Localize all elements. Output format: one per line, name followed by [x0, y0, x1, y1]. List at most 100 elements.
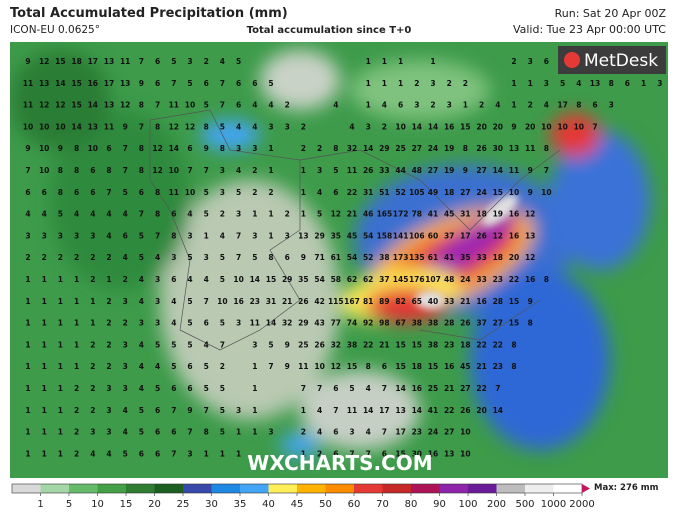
grid-value: 3	[139, 319, 144, 328]
grid-value: 5	[220, 275, 225, 284]
grid-value: 27	[460, 188, 470, 197]
grid-value: 14	[71, 122, 81, 131]
grid-value: 5	[236, 57, 241, 66]
grid-value: 2	[511, 57, 516, 66]
colorbar-segment	[553, 484, 583, 493]
grid-value: 1	[58, 406, 63, 415]
grid-value: 8	[366, 362, 371, 371]
grid-value: 45	[444, 210, 454, 219]
grid-value: 4	[155, 253, 160, 262]
grid-value: 7	[171, 79, 176, 88]
grid-value: 107	[425, 275, 441, 284]
grid-value: 9	[187, 406, 192, 415]
grid-value: 17	[395, 428, 405, 437]
grid-value: 2	[220, 210, 225, 219]
grid-value: 1	[382, 79, 387, 88]
grid-value: 6	[42, 188, 47, 197]
grid-value: 11	[169, 101, 179, 110]
grid-value: 8	[139, 144, 144, 153]
grid-value: 5	[123, 188, 128, 197]
grid-value: 27	[476, 166, 486, 175]
grid-value: 33	[476, 275, 486, 284]
grid-value: 4	[495, 101, 500, 110]
grid-value: 3	[90, 231, 95, 240]
grid-value: 14	[412, 406, 422, 415]
grid-value: 3	[106, 406, 111, 415]
grid-value: 1	[58, 340, 63, 349]
grid-value: 1	[528, 79, 533, 88]
grid-value: 4	[333, 101, 338, 110]
grid-value: 141	[393, 231, 409, 240]
coastline	[149, 109, 301, 351]
grid-value: 1	[25, 275, 30, 284]
grid-value: 158	[377, 231, 393, 240]
grid-value: 2	[74, 253, 79, 262]
grid-value: 135	[409, 253, 425, 262]
colorbar-segment	[97, 484, 127, 493]
grid-value: 2	[123, 275, 128, 284]
grid-value: 4	[90, 449, 95, 458]
grid-value: 13	[104, 101, 114, 110]
colorbar-segment	[69, 484, 98, 493]
logo-icon	[564, 52, 580, 68]
grid-value: 1	[252, 362, 257, 371]
grid-value: 26	[314, 340, 324, 349]
grid-value: 58	[331, 275, 341, 284]
grid-value: 54	[314, 275, 324, 284]
grid-value: 14	[169, 144, 179, 153]
colorbar-label: 15	[120, 499, 133, 510]
grid-value: 18	[476, 210, 486, 219]
grid-value: 4	[123, 428, 128, 437]
grid-value: 45	[347, 231, 357, 240]
grid-value: 19	[493, 210, 503, 219]
grid-value: 1	[90, 319, 95, 328]
grid-value: 3	[123, 340, 128, 349]
grid-value: 11	[104, 122, 114, 131]
grid-value: 2	[285, 210, 290, 219]
colorbar-label: 60	[348, 499, 361, 510]
colorbar-label: 20	[148, 499, 161, 510]
grid-value: 4	[123, 406, 128, 415]
grid-value: 2	[74, 406, 79, 415]
grid-value: 2	[301, 122, 306, 131]
grid-value: 2	[463, 79, 468, 88]
grid-value: 25	[395, 144, 405, 153]
grid-value: 3	[155, 297, 160, 306]
grid-value: 1	[25, 319, 30, 328]
colorbar-label: 1000	[541, 499, 566, 510]
grid-value: 1	[106, 275, 111, 284]
grid-value: 5	[139, 231, 144, 240]
grid-value: 19	[444, 144, 454, 153]
grid-value: 13	[525, 231, 535, 240]
grid-value: 1	[25, 449, 30, 458]
grid-value: 22	[444, 406, 454, 415]
grid-value: 1	[641, 79, 646, 88]
grid-value: 12	[169, 122, 179, 131]
grid-value: 1	[74, 340, 79, 349]
grid-value: 2	[301, 144, 306, 153]
grid-value: 37	[444, 231, 454, 240]
grid-value: 9	[511, 122, 516, 131]
grid-value: 38	[412, 319, 422, 328]
grid-value: 6	[204, 319, 209, 328]
grid-value: 10	[541, 188, 551, 197]
grid-value: 1	[301, 406, 306, 415]
grid-value: 1	[430, 57, 435, 66]
grid-value: 10	[185, 101, 195, 110]
grid-value: 6	[236, 101, 241, 110]
grid-value: 3	[220, 166, 225, 175]
grid-value: 2	[106, 319, 111, 328]
grid-value: 4	[349, 122, 354, 131]
grid-value: 8	[58, 166, 63, 175]
grid-value: 5	[268, 340, 273, 349]
grid-value: 15	[395, 362, 405, 371]
grid-value: 3	[285, 122, 290, 131]
grid-value: 1	[301, 166, 306, 175]
grid-value: 3	[204, 253, 209, 262]
grid-value: 3	[90, 428, 95, 437]
grid-value: 3	[25, 231, 30, 240]
grid-value: 1	[236, 449, 241, 458]
colorbar-segment	[40, 484, 70, 493]
grid-value: 7	[220, 101, 225, 110]
grid-value: 172	[393, 210, 409, 219]
